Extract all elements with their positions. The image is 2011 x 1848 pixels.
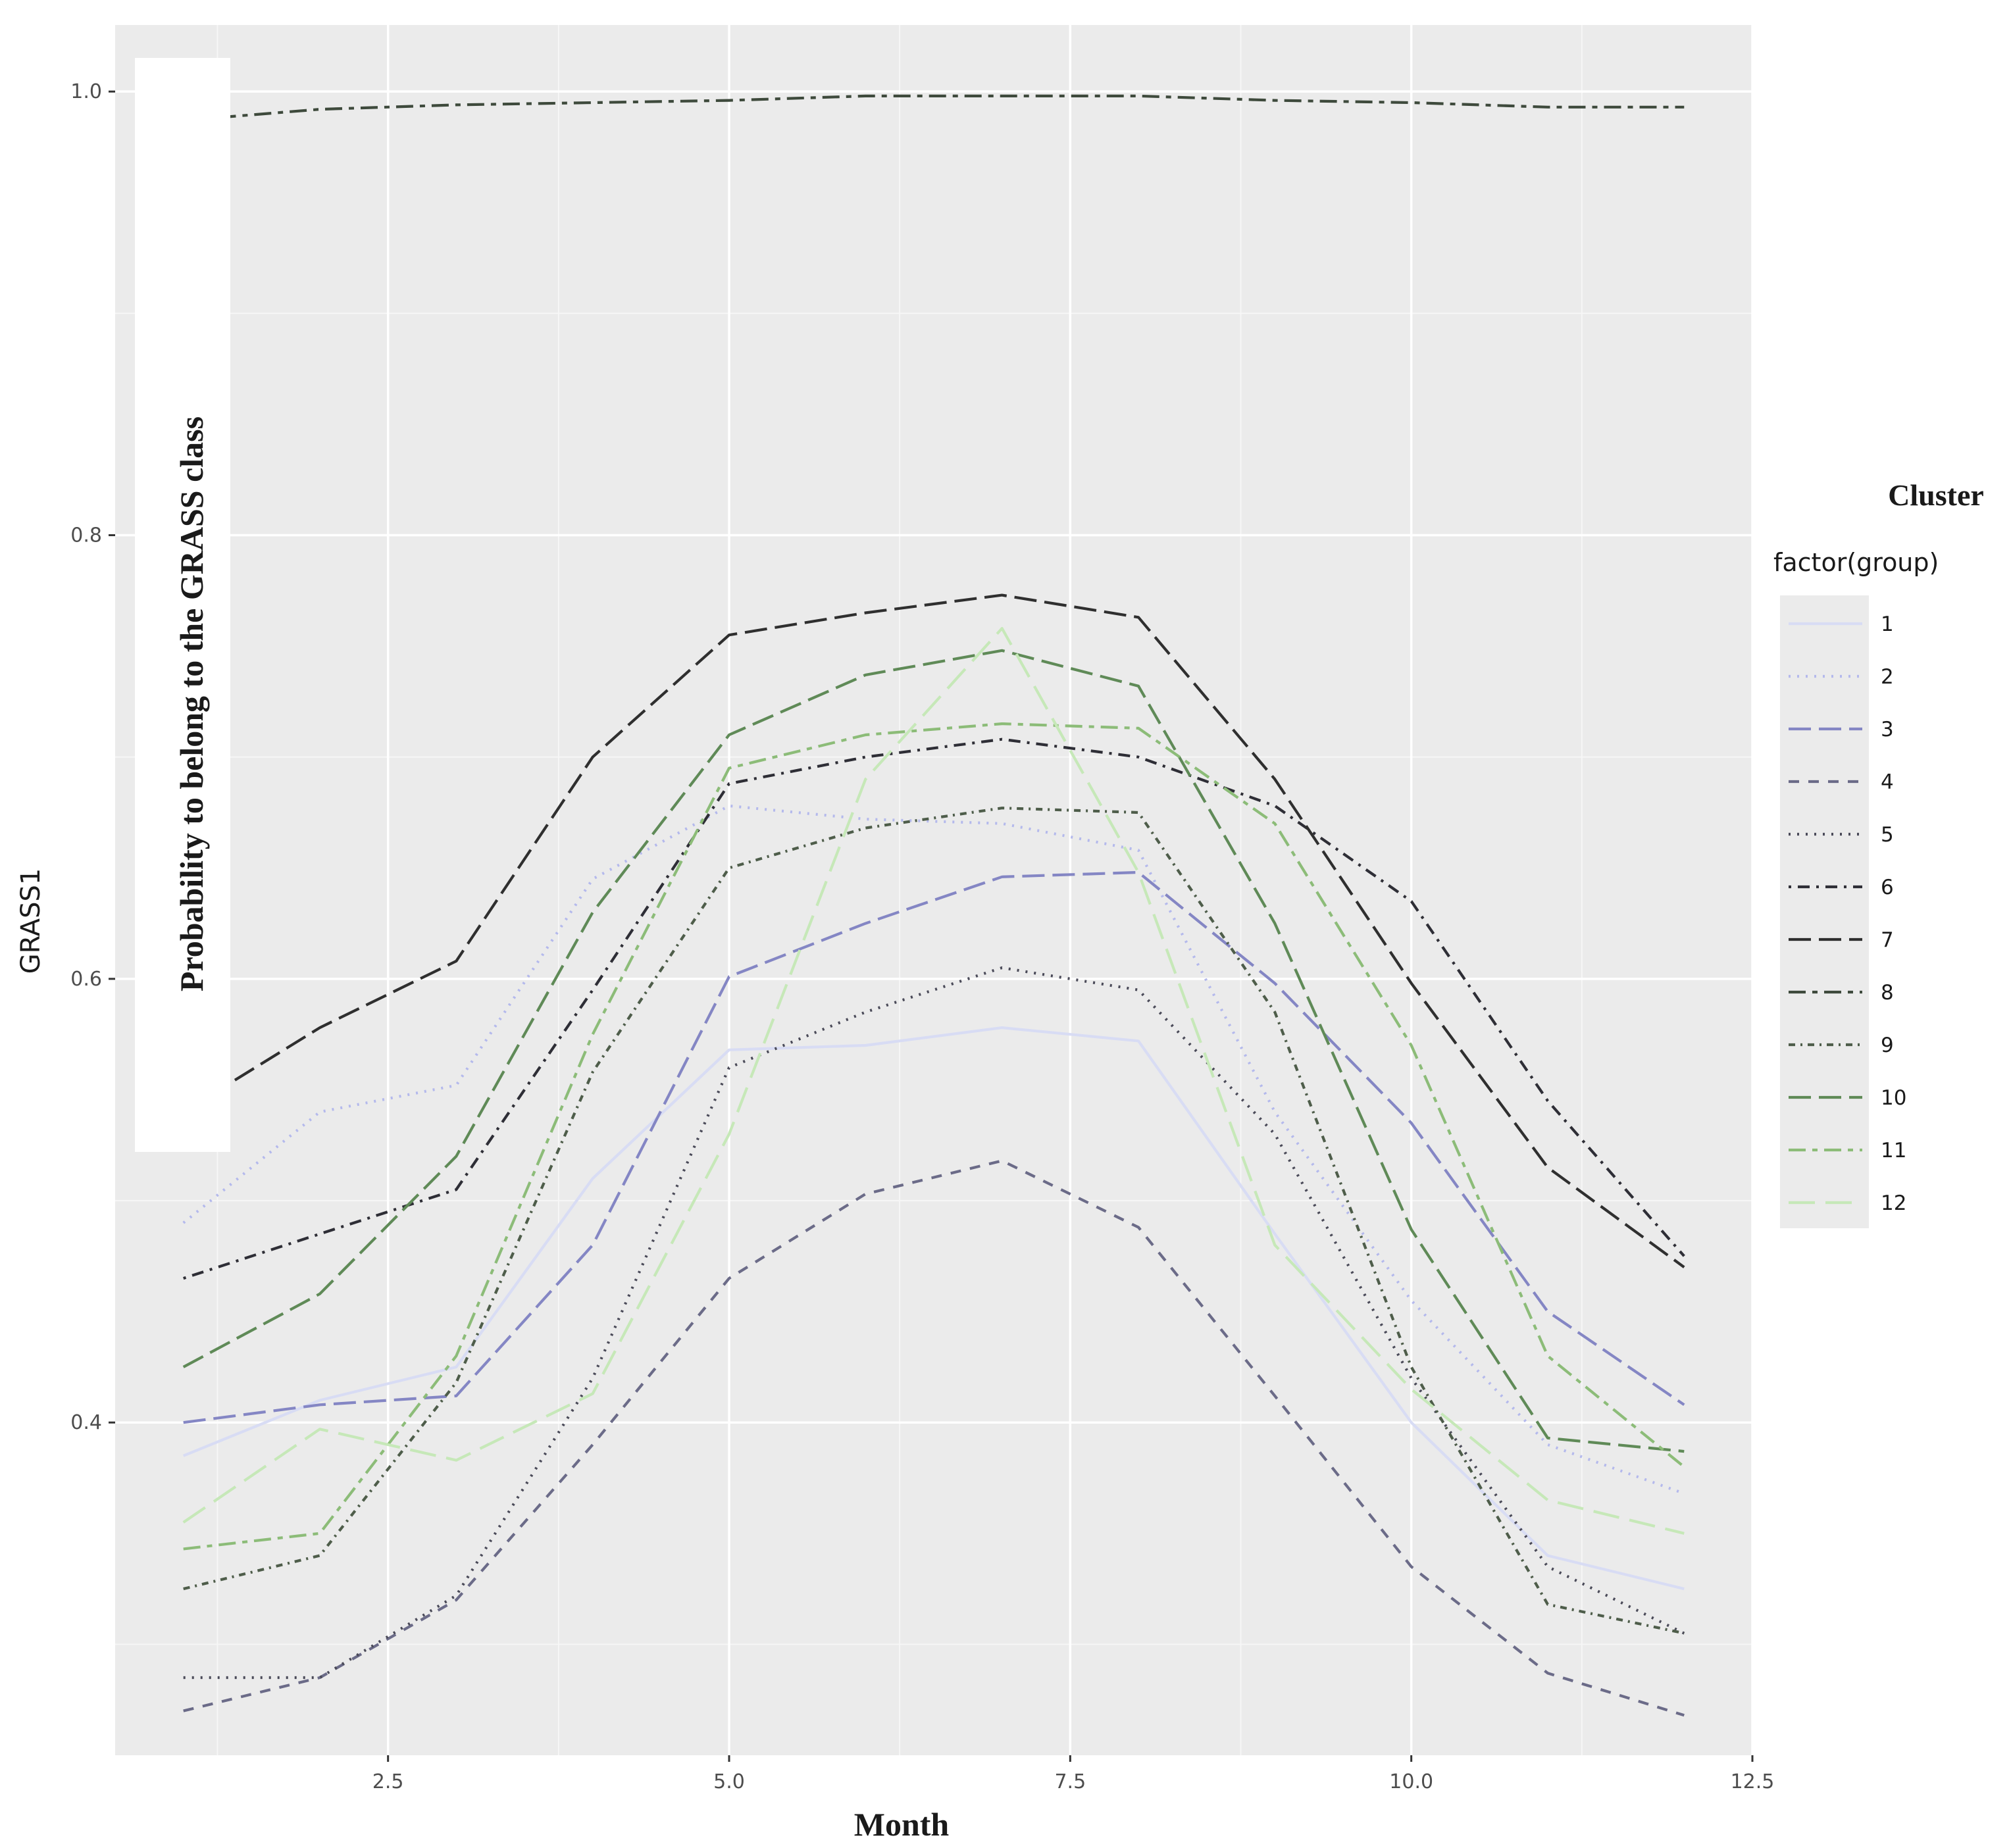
x-tick-label: 12.5 [1731, 1770, 1775, 1793]
y-tick-label: 0.6 [70, 968, 102, 991]
y-axis-ticks: 0.4 0.6 0.8 1.0 [70, 80, 115, 1434]
legend-label-5: 5 [1881, 823, 1894, 847]
legend-label-10: 10 [1881, 1086, 1906, 1110]
ylabel-overlay-box [135, 58, 230, 1152]
series-line-8 [183, 94, 1685, 122]
legend-label-6: 6 [1881, 876, 1894, 899]
legend-keys-background [1780, 595, 1869, 1228]
series-line-6 [183, 737, 1685, 1280]
ylabel-overlay: Probability to belong to the GRASS class [173, 416, 210, 991]
series-line-4 [183, 1159, 1685, 1717]
series-line-7 [182, 593, 1685, 1268]
series-line-11 [183, 722, 1685, 1551]
legend-title: factor(group) [1773, 548, 1939, 577]
series-line-10 [182, 649, 1685, 1453]
legend-label-8: 8 [1881, 981, 1894, 1005]
legend-label-7: 7 [1881, 928, 1894, 952]
y-tick-label: 0.8 [70, 524, 102, 547]
series-line-3 [183, 870, 1685, 1424]
series-lines [182, 94, 1685, 1717]
x-axis-ticks: 2.5 5.0 7.5 10.0 12.5 [372, 1755, 1775, 1793]
plot-panel [115, 25, 1752, 1755]
series-line-12 [182, 626, 1685, 1535]
legend-label-4: 4 [1881, 770, 1894, 794]
y-axis-title: GRASS1 [16, 868, 46, 974]
series-line-2 [182, 804, 1685, 1495]
x-axis-title: Month [854, 1806, 950, 1843]
x-tick-label: 2.5 [372, 1770, 404, 1793]
x-tick-label: 5.0 [713, 1770, 745, 1793]
legend-label-3: 3 [1881, 718, 1894, 741]
legend-heading: Cluster [1888, 478, 1984, 512]
series-line-1 [182, 1026, 1685, 1591]
y-tick-label: 0.4 [70, 1411, 102, 1434]
x-tick-label: 7.5 [1054, 1770, 1086, 1793]
legend-label-2: 2 [1881, 665, 1894, 689]
x-tick-label: 10.0 [1389, 1770, 1433, 1793]
y-tick-label: 1.0 [70, 80, 102, 103]
legend-label-11: 11 [1881, 1139, 1906, 1162]
legend-label-12: 12 [1881, 1191, 1906, 1215]
legend-label-1: 1 [1881, 612, 1894, 636]
legend-label-9: 9 [1881, 1034, 1894, 1057]
